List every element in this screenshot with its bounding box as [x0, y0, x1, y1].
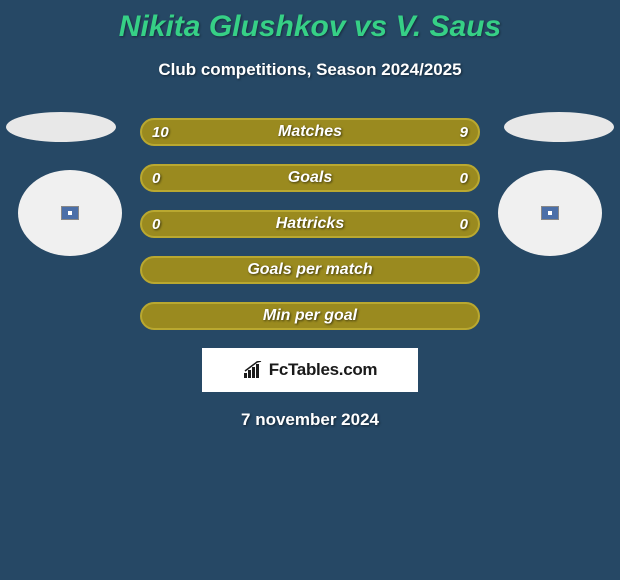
stat-left-value: 0 — [152, 216, 160, 233]
brand-box: FcTables.com — [202, 348, 418, 392]
page-title: Nikita Glushkov vs V. Saus — [0, 0, 620, 44]
stat-row-goals-per-match: Goals per match — [140, 256, 480, 284]
stat-label: Goals per match — [247, 261, 372, 279]
stat-right-value: 0 — [460, 170, 468, 187]
player-left-badge — [18, 170, 122, 256]
flag-icon — [61, 206, 79, 220]
flag-icon — [541, 206, 559, 220]
player-right-ellipse — [504, 112, 614, 142]
stat-row-goals: 0 Goals 0 — [140, 164, 480, 192]
stat-label: Min per goal — [263, 307, 357, 325]
stat-bars: 10 Matches 9 0 Goals 0 0 Hattricks 0 Goa… — [140, 118, 480, 330]
stat-left-value: 10 — [152, 124, 169, 141]
stat-right-value: 9 — [460, 124, 468, 141]
chart-icon — [243, 361, 265, 379]
comparison-panel: 10 Matches 9 0 Goals 0 0 Hattricks 0 Goa… — [0, 118, 620, 430]
player-right-badge — [498, 170, 602, 256]
stat-row-matches: 10 Matches 9 — [140, 118, 480, 146]
brand-label: FcTables.com — [269, 360, 378, 380]
stat-row-min-per-goal: Min per goal — [140, 302, 480, 330]
page-subtitle: Club competitions, Season 2024/2025 — [0, 60, 620, 80]
stat-right-value: 0 — [460, 216, 468, 233]
date-label: 7 november 2024 — [0, 410, 620, 430]
stat-label: Hattricks — [276, 215, 344, 233]
stat-label: Matches — [278, 123, 342, 141]
stat-label: Goals — [288, 169, 332, 187]
stat-row-hattricks: 0 Hattricks 0 — [140, 210, 480, 238]
stat-left-value: 0 — [152, 170, 160, 187]
player-left-ellipse — [6, 112, 116, 142]
